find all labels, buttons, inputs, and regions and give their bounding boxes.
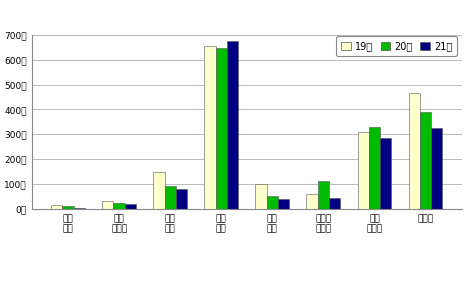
Bar <box>176 189 187 209</box>
Bar <box>369 127 380 209</box>
Bar <box>102 201 114 209</box>
Bar <box>420 112 431 209</box>
Bar <box>329 197 340 209</box>
Bar <box>255 184 267 209</box>
Bar <box>153 171 164 209</box>
Bar <box>380 138 391 209</box>
Bar <box>431 128 442 209</box>
Bar <box>205 46 216 209</box>
Bar <box>114 203 125 209</box>
Bar <box>278 199 289 209</box>
Bar <box>74 208 85 209</box>
Bar <box>267 196 278 209</box>
Bar <box>51 205 62 209</box>
Bar <box>307 194 318 209</box>
Bar <box>409 93 420 209</box>
Bar <box>357 132 369 209</box>
Bar <box>62 206 74 209</box>
Bar <box>227 41 238 209</box>
Bar <box>125 204 136 209</box>
Bar <box>216 48 227 209</box>
Bar <box>318 182 329 209</box>
Legend: 19年, 20年, 21年: 19年, 20年, 21年 <box>336 36 457 56</box>
Bar <box>164 186 176 209</box>
